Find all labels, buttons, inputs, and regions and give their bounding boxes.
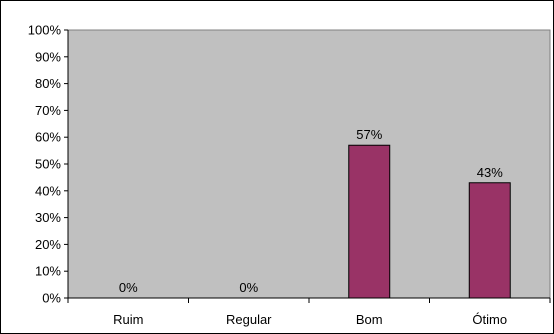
data-label: 43% xyxy=(477,165,503,180)
data-label: 0% xyxy=(239,280,258,295)
x-tick-label: Regular xyxy=(226,312,272,327)
y-tick-label: 60% xyxy=(35,130,61,145)
y-tick-label: 100% xyxy=(28,23,62,38)
y-tick-label: 10% xyxy=(35,264,61,279)
x-tick-label: Ótimo xyxy=(472,312,507,327)
x-ticks-layer: Ruim Regular Bom Ótimo xyxy=(67,298,551,327)
x-tick-label: Bom xyxy=(356,312,383,327)
x-tick-label: Ruim xyxy=(113,312,143,327)
y-tick-label: 90% xyxy=(35,49,61,64)
y-tick-label: 0% xyxy=(42,291,61,306)
data-labels-layer: 0% 0% 57% 43% xyxy=(119,127,503,295)
y-ticks-layer: 0% 10% 20% 30% 40% 50% 60% 70% 80% 90% 100% xyxy=(28,23,68,306)
y-tick-label: 40% xyxy=(35,183,61,198)
y-tick-label: 50% xyxy=(35,157,61,172)
bars-layer xyxy=(348,144,511,299)
bar-ótimo xyxy=(468,182,511,299)
y-tick-label: 30% xyxy=(35,210,61,225)
y-tick-label: 80% xyxy=(35,76,61,91)
bar-bom xyxy=(348,144,391,299)
data-label: 0% xyxy=(119,280,138,295)
data-label: 57% xyxy=(356,127,382,142)
y-tick-label: 70% xyxy=(35,103,61,118)
y-tick-label: 20% xyxy=(35,237,61,252)
